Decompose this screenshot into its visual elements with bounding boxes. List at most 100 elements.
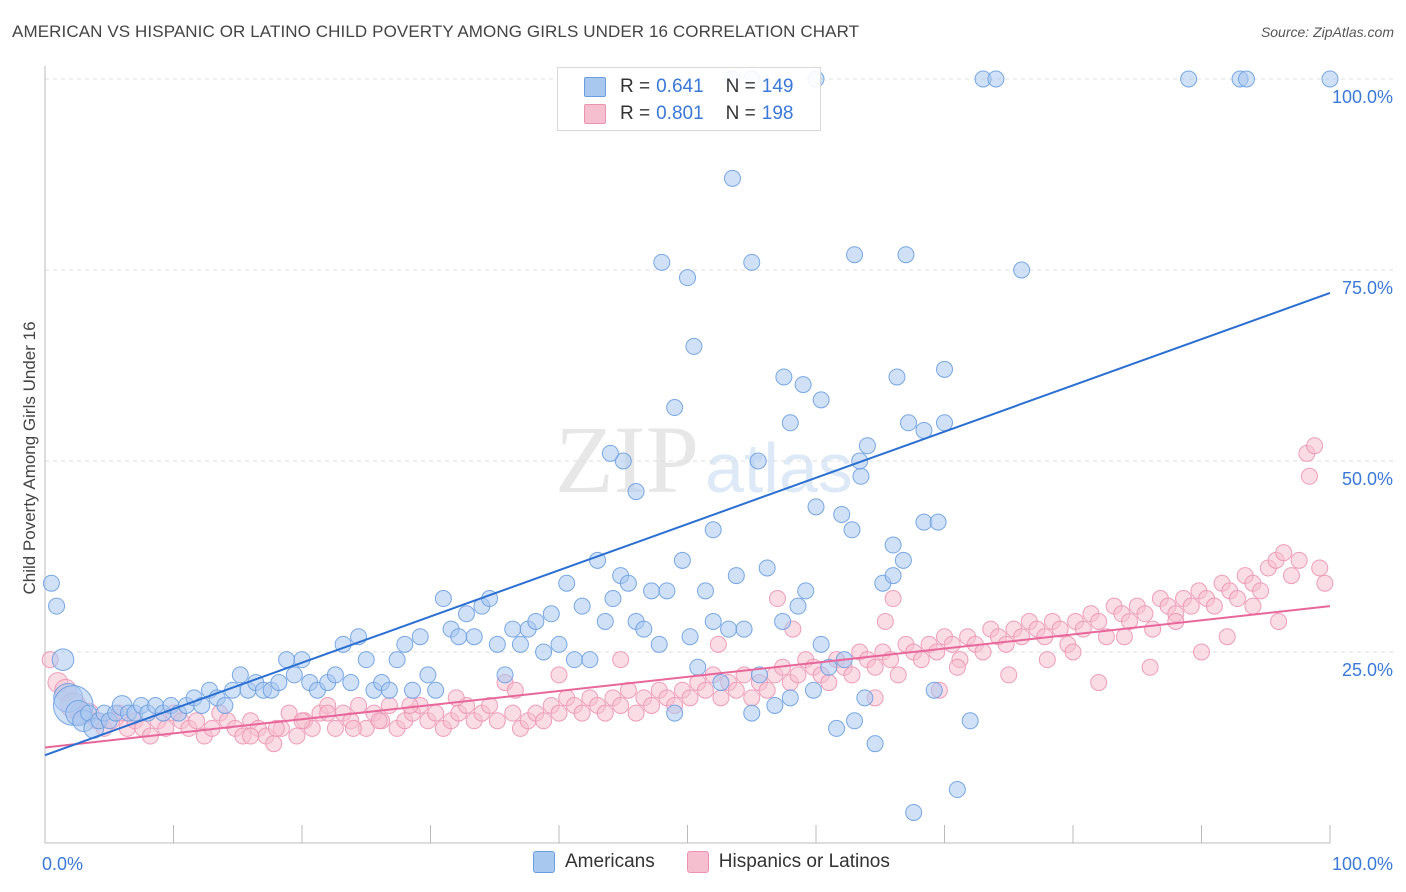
- hispanic-point: [1144, 620, 1162, 638]
- hispanic-point: [1038, 651, 1056, 669]
- american-point: [1013, 261, 1031, 279]
- hispanic-point: [727, 681, 745, 699]
- hispanic-point: [843, 666, 861, 684]
- hispanic-trend-line: [44, 605, 1331, 749]
- american-point: [270, 674, 288, 692]
- legend-n-value: 198: [761, 103, 794, 124]
- american-point: [781, 414, 799, 432]
- american-point: [812, 635, 830, 653]
- legend-n-label: N =: [725, 103, 756, 124]
- american-point: [936, 360, 953, 378]
- american-point: [852, 467, 870, 485]
- american-point: [758, 559, 776, 577]
- legend-swatch-pink: [686, 851, 709, 873]
- legend-item-hispanics[interactable]: Hispanics or Latinos: [686, 851, 890, 873]
- american-point: [542, 605, 560, 623]
- hispanic-point: [1013, 628, 1031, 646]
- american-point: [635, 620, 653, 638]
- hispanic-point: [627, 704, 645, 722]
- hispanic-point: [535, 712, 553, 730]
- legend-row-americans: R = 0.641 N = 149: [584, 75, 799, 99]
- hispanic-point: [612, 696, 630, 714]
- hispanic-point: [997, 635, 1015, 653]
- hispanic-point: [267, 719, 285, 737]
- american-point: [851, 452, 869, 470]
- hispanic-point: [506, 681, 524, 699]
- hispanic-point: [326, 719, 344, 737]
- hispanic-point: [1064, 643, 1082, 661]
- hispanic-point: [1290, 551, 1308, 569]
- american-point: [789, 597, 807, 615]
- x-tick-label: 100.0%: [1332, 854, 1393, 874]
- hispanic-point: [884, 590, 902, 608]
- american-point: [643, 582, 661, 600]
- american-point: [558, 574, 576, 592]
- hispanic-point: [1218, 628, 1236, 646]
- chart-source: Source: ZipAtlas.com: [1260, 24, 1394, 40]
- american-point: [897, 246, 915, 264]
- american-point: [884, 536, 902, 554]
- hispanic-point: [1097, 628, 1115, 646]
- hispanic-point: [974, 643, 992, 661]
- hispanic-point: [488, 712, 506, 730]
- american-point: [925, 681, 943, 699]
- hispanic-point: [504, 704, 522, 722]
- american-point: [434, 590, 452, 608]
- american-point: [794, 376, 812, 394]
- hispanic-point: [912, 651, 930, 669]
- american-point: [856, 689, 874, 707]
- legend-item-americans[interactable]: Americans: [533, 851, 655, 873]
- hispanic-point: [401, 696, 419, 714]
- american-point: [735, 620, 753, 638]
- hispanic-point: [1090, 674, 1108, 692]
- american-point: [573, 597, 591, 615]
- hispanic-point: [188, 712, 206, 730]
- american-point: [666, 704, 684, 722]
- y-tick-label: 25.0%: [1342, 660, 1393, 680]
- american-point: [807, 498, 825, 516]
- american-point: [961, 712, 979, 730]
- hispanic-point: [943, 635, 961, 653]
- american-point: [388, 651, 406, 669]
- american-point: [704, 612, 722, 630]
- hispanic-point: [1306, 437, 1324, 455]
- hispanic-point: [370, 712, 388, 730]
- american-point: [596, 612, 614, 630]
- hispanic-point: [350, 696, 368, 714]
- hispanic-point: [789, 666, 807, 684]
- american-point: [858, 437, 876, 455]
- american-point: [193, 696, 211, 714]
- hispanic-point: [1316, 574, 1334, 592]
- american-point: [396, 635, 414, 653]
- hispanic-point: [1000, 666, 1018, 684]
- american-point: [820, 658, 838, 676]
- american-point: [804, 681, 822, 699]
- american-point: [812, 391, 830, 409]
- hispanic-point: [743, 689, 761, 707]
- hispanic-point: [876, 612, 894, 630]
- american-point: [774, 612, 792, 630]
- american-point: [987, 70, 1005, 88]
- hispanic-point: [1141, 658, 1159, 676]
- american-point: [535, 643, 553, 661]
- hispanic-point: [427, 704, 445, 722]
- series-legend: Americans Hispanics or Latinos: [533, 851, 922, 873]
- american-point: [357, 651, 375, 669]
- american-point: [457, 605, 475, 623]
- hispanic-point: [1228, 590, 1246, 608]
- american-point: [565, 651, 583, 669]
- american-point: [511, 635, 529, 653]
- hispanic-point: [696, 681, 714, 699]
- y-tick-label: 100.0%: [1332, 87, 1393, 107]
- correlation-legend: R = 0.641 N = 149 R = 0.801 N = 198: [557, 67, 821, 131]
- american-point: [743, 253, 761, 271]
- legend-label: Hispanics or Latinos: [718, 851, 890, 872]
- legend-n-value: 149: [761, 76, 794, 97]
- hispanic-point: [288, 727, 306, 745]
- legend-n-label: N =: [725, 76, 756, 97]
- legend-row-hispanics: R = 0.801 N = 198: [584, 102, 799, 126]
- american-point: [231, 666, 249, 684]
- american-point: [673, 551, 691, 569]
- legend-swatch-blue: [533, 851, 555, 873]
